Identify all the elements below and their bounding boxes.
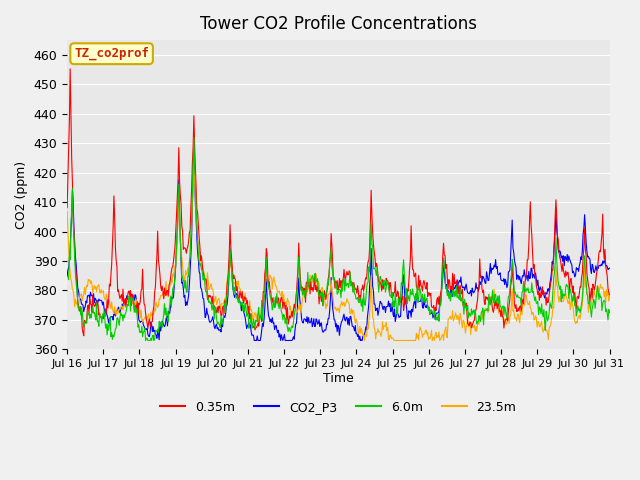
X-axis label: Time: Time <box>323 372 354 385</box>
Y-axis label: CO2 (ppm): CO2 (ppm) <box>15 161 28 229</box>
Text: TZ_co2prof: TZ_co2prof <box>74 47 149 60</box>
Legend: 0.35m, CO2_P3, 6.0m, 23.5m: 0.35m, CO2_P3, 6.0m, 23.5m <box>156 396 522 419</box>
Title: Tower CO2 Profile Concentrations: Tower CO2 Profile Concentrations <box>200 15 477 33</box>
